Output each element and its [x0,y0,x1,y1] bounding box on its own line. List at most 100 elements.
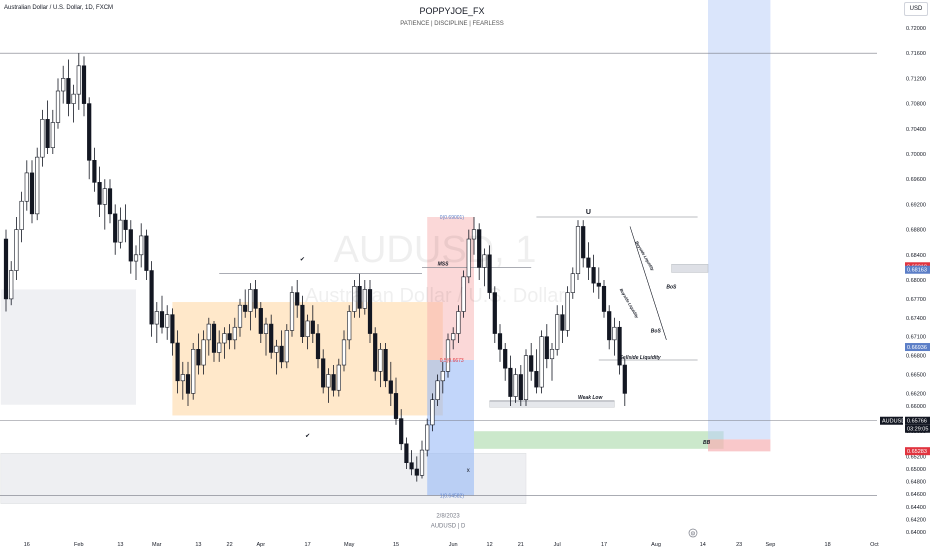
candle[interactable] [253,280,258,318]
candle[interactable] [508,355,513,406]
candle[interactable] [596,267,601,299]
candle[interactable] [61,65,66,104]
candle[interactable] [445,333,451,378]
candle[interactable] [263,317,269,356]
price-tag[interactable]: 0.65283 [905,447,930,456]
candle[interactable] [373,327,378,381]
candle[interactable] [29,160,35,224]
candle[interactable] [586,242,591,280]
candle[interactable] [206,317,211,356]
candle[interactable] [399,409,404,451]
candle[interactable] [139,223,144,268]
candle[interactable] [523,349,529,406]
candle[interactable] [518,365,523,406]
candle[interactable] [92,147,97,192]
price-tag[interactable]: 0.66936 [905,343,930,352]
candle[interactable] [570,267,575,299]
candle[interactable] [477,223,482,280]
candle[interactable] [154,302,159,343]
candle[interactable] [331,365,336,397]
candle[interactable] [180,361,185,400]
candle[interactable] [607,305,612,350]
candle[interactable] [367,280,373,343]
candle[interactable] [237,298,243,337]
candle[interactable] [165,305,170,340]
candle[interactable] [87,97,92,180]
candle[interactable] [601,280,607,318]
candle[interactable] [274,339,279,375]
candle[interactable] [503,343,508,381]
candle[interactable] [24,160,29,211]
candle[interactable] [497,324,503,362]
candle[interactable] [305,314,310,350]
candle[interactable] [326,368,331,403]
candle[interactable] [149,261,154,337]
candle[interactable] [591,254,596,293]
candle[interactable] [128,220,133,274]
candle[interactable] [279,330,284,369]
candle[interactable] [461,270,466,318]
candle[interactable] [575,220,581,280]
candles-layer[interactable] [3,53,627,482]
candle[interactable] [55,78,61,129]
candle[interactable] [35,147,40,221]
candle[interactable] [159,295,165,334]
candle[interactable] [217,330,222,362]
candle[interactable] [19,191,24,243]
candle[interactable] [71,84,76,123]
candle[interactable] [232,317,237,350]
candle[interactable] [284,324,289,369]
candle[interactable] [347,305,352,350]
candle[interactable] [201,330,206,375]
candle[interactable] [544,324,549,369]
candle[interactable] [622,358,627,406]
candle[interactable] [3,229,9,312]
candle[interactable] [9,261,14,306]
candle[interactable] [430,393,435,432]
symbol-tag[interactable]: AUDUSD [880,416,905,425]
candle[interactable] [196,333,201,375]
time-axis[interactable]: 16 Feb 13 Mar 13 22 Apr 17 May 15 Jun 12 21 Jul 17 Aug 1… [24,542,879,548]
candle[interactable] [529,343,534,381]
candle[interactable] [243,289,248,318]
candle[interactable] [185,361,191,406]
candle[interactable] [336,358,341,397]
candle[interactable] [466,229,471,284]
candle[interactable] [435,374,440,407]
currency-selector[interactable]: USD [904,2,928,16]
candle[interactable] [539,330,544,394]
candle[interactable] [118,207,123,249]
candle[interactable] [560,305,565,343]
candle[interactable] [404,437,409,470]
candle[interactable] [144,229,149,280]
candle[interactable] [513,368,518,403]
candle[interactable] [14,217,19,280]
candle[interactable] [393,377,399,425]
candle[interactable] [451,327,456,350]
candle[interactable] [310,305,315,343]
candle[interactable] [534,349,539,394]
candle[interactable] [227,324,232,350]
candle[interactable] [107,179,113,224]
candle[interactable] [295,280,300,318]
candle[interactable] [357,273,362,318]
candle[interactable] [471,217,477,255]
candle[interactable] [66,59,71,117]
candle[interactable] [425,418,430,457]
price-axis[interactable]: 0.72000 0.71600 0.71200 0.70800 0.70400 0.700… [880,26,930,536]
candle[interactable] [487,245,492,299]
candle[interactable] [40,109,45,167]
candle[interactable] [45,100,50,154]
candle[interactable] [612,317,617,356]
candle[interactable] [383,343,388,388]
candle[interactable] [191,343,196,400]
candle[interactable] [362,280,367,315]
candle[interactable] [113,204,118,255]
candle[interactable] [440,361,445,394]
candle[interactable] [419,440,425,479]
candle[interactable] [170,308,175,356]
candle[interactable] [352,280,357,318]
candle[interactable] [81,56,87,117]
candle[interactable] [555,305,560,356]
